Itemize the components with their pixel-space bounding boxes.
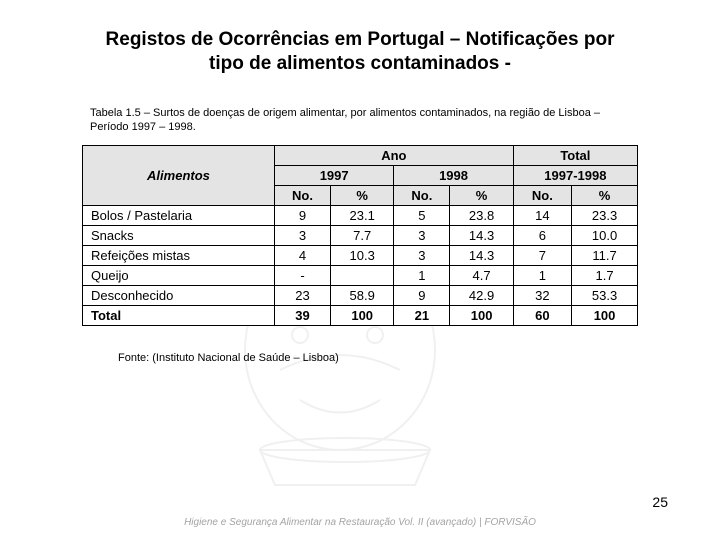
- cell-p1: 100: [331, 306, 394, 326]
- col-no: No.: [274, 186, 330, 206]
- col-ano: Ano: [274, 146, 513, 166]
- cell-pt: 23.3: [572, 206, 638, 226]
- cell-p2: 14.3: [450, 246, 513, 266]
- cell-p1: 7.7: [331, 226, 394, 246]
- col-pct: %: [572, 186, 638, 206]
- col-pct: %: [450, 186, 513, 206]
- cell-label: Queijo: [83, 266, 275, 286]
- col-pct: %: [331, 186, 394, 206]
- cell-n2: 5: [394, 206, 450, 226]
- table-row: Snacks37.7314.3610.0: [83, 226, 638, 246]
- cell-label: Bolos / Pastelaria: [83, 206, 275, 226]
- cell-label: Refeições mistas: [83, 246, 275, 266]
- cell-n2: 21: [394, 306, 450, 326]
- cell-n1: 39: [274, 306, 330, 326]
- table-caption: Tabela 1.5 – Surtos de doenças de origem…: [90, 106, 630, 136]
- cell-label: Desconhecido: [83, 286, 275, 306]
- cell-nt: 14: [513, 206, 571, 226]
- table-row: Refeições mistas410.3314.3711.7: [83, 246, 638, 266]
- cell-p2: 4.7: [450, 266, 513, 286]
- cell-n1: 9: [274, 206, 330, 226]
- cell-label: Total: [83, 306, 275, 326]
- cell-pt: 1.7: [572, 266, 638, 286]
- cell-p1: [331, 266, 394, 286]
- cell-pt: 10.0: [572, 226, 638, 246]
- cell-n1: 23: [274, 286, 330, 306]
- page-title: Registos de Ocorrências em Portugal – No…: [90, 28, 630, 76]
- cell-nt: 32: [513, 286, 571, 306]
- cell-nt: 1: [513, 266, 571, 286]
- cell-n1: -: [274, 266, 330, 286]
- col-alimentos: Alimentos: [83, 146, 275, 206]
- cell-n2: 1: [394, 266, 450, 286]
- footer-text: Higiene e Segurança Alimentar na Restaur…: [0, 517, 720, 528]
- cell-pt: 53.3: [572, 286, 638, 306]
- table-row: Desconhecido2358.9942.93253.3: [83, 286, 638, 306]
- cell-n1: 3: [274, 226, 330, 246]
- cell-p1: 10.3: [331, 246, 394, 266]
- cell-n2: 9: [394, 286, 450, 306]
- cell-p2: 14.3: [450, 226, 513, 246]
- cell-nt: 60: [513, 306, 571, 326]
- cell-nt: 7: [513, 246, 571, 266]
- page-number: 25: [652, 494, 668, 510]
- data-table-wrap: Alimentos Ano Total 1997 1998 1997-1998 …: [82, 145, 638, 326]
- col-no: No.: [394, 186, 450, 206]
- col-no: No.: [513, 186, 571, 206]
- cell-p2: 23.8: [450, 206, 513, 226]
- cell-n1: 4: [274, 246, 330, 266]
- cell-pt: 100: [572, 306, 638, 326]
- cell-n2: 3: [394, 226, 450, 246]
- cell-p1: 23.1: [331, 206, 394, 226]
- table-row: Queijo-14.711.7: [83, 266, 638, 286]
- cell-p2: 100: [450, 306, 513, 326]
- cell-p2: 42.9: [450, 286, 513, 306]
- col-total: Total: [513, 146, 637, 166]
- data-table: Alimentos Ano Total 1997 1998 1997-1998 …: [82, 145, 638, 326]
- col-range: 1997-1998: [513, 166, 637, 186]
- table-row-total: Total391002110060100: [83, 306, 638, 326]
- cell-nt: 6: [513, 226, 571, 246]
- cell-n2: 3: [394, 246, 450, 266]
- cell-pt: 11.7: [572, 246, 638, 266]
- table-row: Bolos / Pastelaria923.1523.81423.3: [83, 206, 638, 226]
- col-1997: 1997: [274, 166, 393, 186]
- col-1998: 1998: [394, 166, 513, 186]
- cell-p1: 58.9: [331, 286, 394, 306]
- cell-label: Snacks: [83, 226, 275, 246]
- table-source: Fonte: (Instituto Nacional de Saúde – Li…: [118, 352, 630, 364]
